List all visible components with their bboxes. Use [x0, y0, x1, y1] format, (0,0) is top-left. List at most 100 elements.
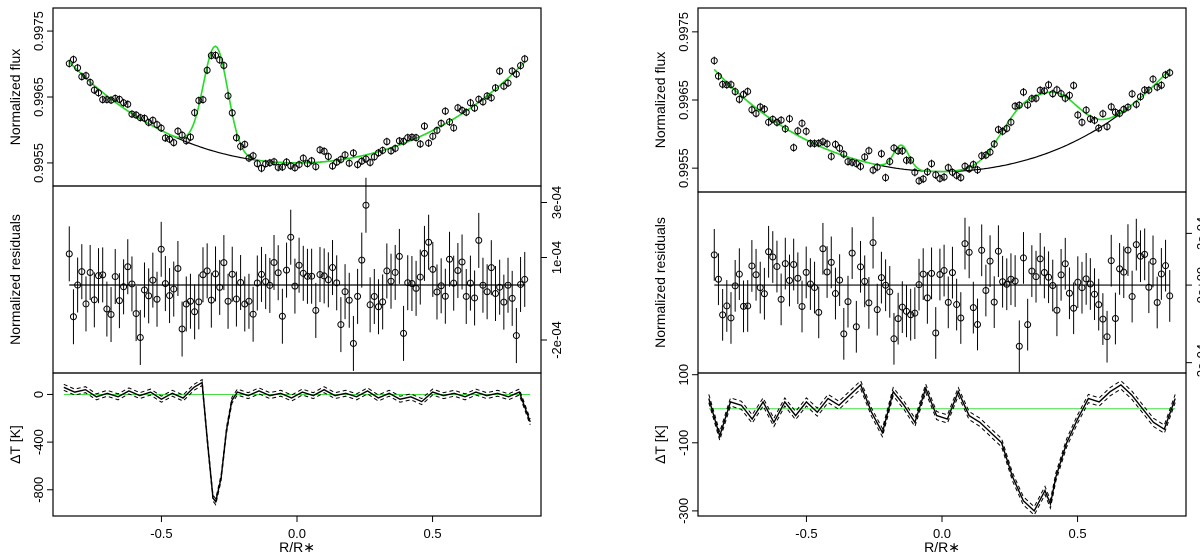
residuals-point: [212, 270, 220, 278]
residuals-point: [186, 297, 194, 305]
residuals-point: [295, 261, 303, 269]
flux-point: [295, 161, 303, 169]
flux-point: [65, 60, 73, 68]
residuals-point: [107, 311, 115, 319]
residuals-point: [1040, 268, 1048, 276]
delta_t-ytick-label: -300: [676, 498, 691, 524]
flux-point: [249, 152, 257, 160]
flux-ytick-label: 0.9975: [31, 11, 46, 51]
flux-point: [283, 158, 291, 166]
x-tick-label: -0.5: [795, 526, 817, 541]
residuals-point: [1095, 301, 1103, 309]
residuals-point: [936, 270, 944, 278]
residuals-point: [1019, 254, 1027, 262]
flux-point: [128, 110, 136, 118]
residuals-ytick-label: -2e-04: [549, 321, 564, 359]
flux-point: [366, 159, 374, 167]
flux-point: [785, 115, 793, 123]
residuals-point: [308, 272, 316, 280]
residuals-point: [433, 288, 441, 296]
residuals-point: [773, 263, 781, 271]
flux-point: [412, 134, 420, 142]
flux-ytick-label: 0.9965: [31, 77, 46, 117]
residuals-point: [1153, 298, 1161, 306]
residuals-point: [978, 246, 986, 254]
residuals-point: [969, 304, 977, 312]
residuals-point: [379, 298, 387, 306]
flux-point: [819, 138, 827, 146]
flux-point: [316, 146, 324, 154]
flux-frame: [697, 7, 1187, 193]
residuals-point: [95, 272, 103, 280]
residuals-point: [337, 321, 345, 329]
flux-point: [965, 165, 973, 173]
flux-ytick-label: 0.9965: [676, 80, 691, 120]
flux-point: [400, 137, 408, 145]
residuals-point: [748, 262, 756, 270]
residuals-point: [191, 308, 199, 316]
flux-point: [149, 116, 157, 124]
residuals-point: [287, 233, 295, 241]
flux-point: [115, 95, 123, 103]
residuals-point: [153, 295, 161, 303]
chart-left: 0.9955 0.9965 0.9975 Normalized flux -2e-04 1…: [7, 7, 564, 555]
flux-point: [1128, 90, 1136, 98]
delta_t-ytick-label: -400: [31, 429, 46, 455]
flux-point: [957, 174, 965, 182]
flux-point: [735, 95, 743, 103]
residuals-point: [404, 279, 412, 287]
flux-point: [815, 139, 823, 147]
flux-point: [873, 163, 881, 171]
residuals-point: [1086, 280, 1094, 288]
residuals-point: [437, 282, 445, 290]
residuals-ytick-label: 0e+00: [1194, 267, 1200, 304]
residuals-point: [911, 309, 919, 317]
flux-ylabel: Normalized flux: [652, 52, 668, 148]
flux-point: [1111, 108, 1119, 116]
residuals-point: [1070, 304, 1078, 312]
flux-point: [748, 106, 756, 114]
residuals-point: [149, 276, 157, 284]
residuals-point: [823, 268, 831, 276]
residuals-point: [358, 256, 366, 264]
residuals-point: [124, 263, 132, 271]
residuals-point: [157, 245, 165, 253]
flux-point: [840, 150, 848, 158]
x-axis-label: R/R∗: [279, 539, 315, 555]
flux-point: [1049, 90, 1057, 98]
residuals-point: [731, 282, 739, 290]
residuals-point: [454, 267, 462, 275]
flux-point: [420, 122, 428, 130]
flux-spot-model: [713, 68, 1171, 173]
flux-point: [345, 159, 353, 167]
residuals-point: [1049, 282, 1057, 290]
flux-spot-model: [68, 45, 526, 164]
flux-point: [1032, 94, 1040, 102]
flux-point: [274, 163, 282, 171]
residuals-point: [1111, 315, 1119, 323]
flux-point: [1045, 81, 1053, 89]
residuals-point: [161, 280, 169, 288]
flux-point: [727, 81, 735, 89]
flux-point: [166, 135, 174, 143]
flux-point: [257, 164, 265, 172]
flux-point: [383, 138, 391, 146]
residuals-point: [815, 308, 823, 316]
flux-point: [865, 147, 873, 155]
residuals-point: [1065, 289, 1073, 297]
residuals-point: [115, 297, 123, 305]
residuals-point: [450, 279, 458, 287]
flux-point: [986, 148, 994, 156]
residuals-point: [458, 258, 466, 266]
flux-point: [953, 171, 961, 179]
residuals-point: [1132, 241, 1140, 249]
residuals-point: [1045, 273, 1053, 281]
delta-t-upper-band: [63, 378, 531, 500]
residuals-point: [861, 277, 869, 285]
flux-point: [1091, 116, 1099, 124]
flux-point: [1141, 86, 1149, 94]
residuals-point: [710, 251, 718, 259]
residuals-point: [1162, 262, 1170, 270]
x-axis-label: R/R∗: [924, 539, 960, 555]
flux-point: [1065, 91, 1073, 99]
